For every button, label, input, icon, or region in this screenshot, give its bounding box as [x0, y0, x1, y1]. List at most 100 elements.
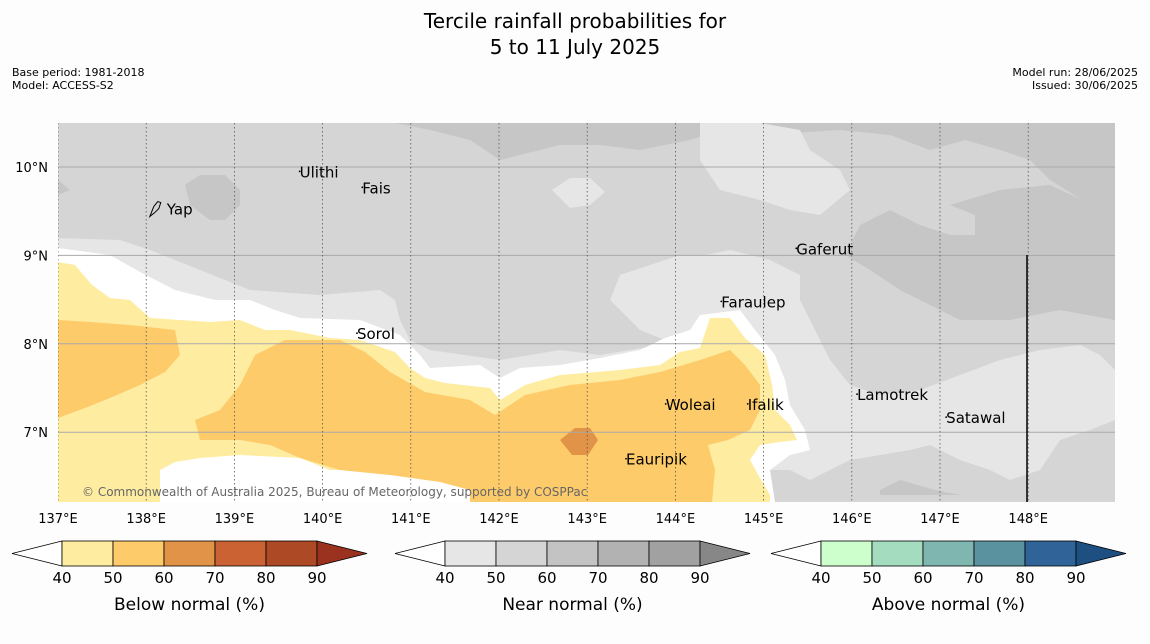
place-label-ifalik: Ifalik	[748, 396, 784, 414]
colorbar-extend-low	[770, 540, 822, 567]
lat-tick-label: 8°N	[24, 338, 49, 353]
colorbar-segment	[973, 540, 1026, 567]
run-info: Model run: 28/06/2025 Issued: 30/06/2025	[1012, 66, 1138, 92]
colorbar-tick-label: 70	[588, 569, 607, 587]
near-normal-40-region	[58, 238, 660, 395]
colorbar-tick-label: 60	[154, 569, 173, 587]
base-info: Base period: 1981-2018 Model: ACCESS-S2	[12, 66, 144, 92]
colorbar-segment	[265, 540, 318, 567]
colorbar-tick-label: 40	[435, 569, 454, 587]
place-label-fais: Fais	[362, 179, 391, 197]
model-name: Model: ACCESS-S2	[12, 79, 114, 92]
place-label-faraulep: Faraulep	[721, 293, 785, 311]
near-normal-40-region	[610, 250, 1115, 480]
lon-tick-label: 139°E	[215, 512, 255, 527]
latitude-ticks: 10°N 9°N 8°N 7°N	[15, 161, 48, 441]
near-normal-60-region	[845, 185, 1115, 320]
lon-tick-label: 147°E	[920, 512, 960, 527]
lon-tick-label: 138°E	[126, 512, 166, 527]
island-dot	[720, 300, 723, 303]
model-run: Model run: 28/06/2025	[1012, 66, 1138, 79]
colorbar-segment	[163, 540, 216, 567]
island-outlines	[148, 170, 948, 460]
colorbar-tick-label: 90	[1066, 569, 1085, 587]
lon-tick-label: 144°E	[656, 512, 696, 527]
colorbar-segment	[112, 540, 165, 567]
colorbar-tick-label: 40	[811, 569, 830, 587]
colorbar-title: Below normal (%)	[114, 595, 265, 615]
island-dot	[746, 403, 749, 405]
colorbar-tick-label: 70	[205, 569, 224, 587]
lon-tick-label: 145°E	[744, 512, 784, 527]
lon-tick-label: 141°E	[391, 512, 431, 527]
colorbar-below: 40 50 60 70 80 90 Below normal (%)	[11, 540, 368, 615]
island-dot	[795, 247, 798, 250]
colorbar-extend-high	[1075, 540, 1127, 567]
colorbar-segment	[1024, 540, 1077, 567]
colorbar-tick-label: 90	[307, 569, 326, 587]
colorbar-tick-label: 40	[52, 569, 71, 587]
colorbar-tick-label: 60	[537, 569, 556, 587]
colorbar-tick-label: 60	[913, 569, 932, 587]
lon-tick-label: 142°E	[479, 512, 519, 527]
island-dot	[356, 332, 358, 335]
island-dot	[361, 186, 364, 189]
lon-tick-label: 146°E	[832, 512, 872, 527]
colorbar-segment	[871, 540, 924, 567]
island-dot	[298, 170, 301, 173]
colorbar-segment	[597, 540, 650, 567]
colorbar-title: Above normal (%)	[872, 595, 1025, 615]
lon-tick-label: 148°E	[1008, 512, 1048, 527]
near-normal-60-region	[58, 180, 70, 195]
place-labels: Ulithi Fais Yap Gaferut Faraulep Sorol Lamotre…	[166, 163, 1006, 468]
near-normal-60-region	[185, 175, 240, 220]
map-gridlines	[58, 123, 1115, 502]
island-dot	[945, 416, 948, 419]
colorbar-extend-high	[316, 540, 368, 567]
island-dot	[664, 403, 667, 405]
island-dot	[856, 393, 858, 396]
colorbar-segment	[495, 540, 548, 567]
probability-field: © Commonwealth of Australia 2025, Bureau…	[58, 123, 1115, 502]
colorbar-segment	[820, 540, 873, 567]
title-line-2: 5 to 11 July 2025	[489, 35, 661, 59]
lon-tick-label: 137°E	[38, 512, 78, 527]
colorbar-title: Near normal (%)	[502, 595, 642, 615]
place-label-ulithi: Ulithi	[300, 163, 339, 181]
lat-tick-label: 10°N	[15, 161, 48, 176]
colorbar-tick-label: 50	[486, 569, 505, 587]
colorbar-tick-label: 80	[1015, 569, 1034, 587]
lon-tick-label: 140°E	[303, 512, 343, 527]
base-period: Base period: 1981-2018	[12, 66, 145, 79]
lat-tick-label: 9°N	[24, 249, 49, 264]
colorbar-segment	[214, 540, 267, 567]
place-label-woleai: Woleai	[666, 396, 716, 414]
island-dot	[625, 457, 627, 460]
colorbar-extend-high	[699, 540, 751, 567]
near-normal-60-region	[395, 123, 1115, 215]
place-label-gaferut: Gaferut	[796, 240, 853, 258]
place-label-eauripik: Eauripik	[626, 451, 687, 469]
place-label-sorol: Sorol	[357, 325, 395, 343]
colorbar-extend-low	[394, 540, 446, 567]
near-normal-40-region	[700, 123, 850, 215]
colorbar-tick-label: 50	[862, 569, 881, 587]
colorbar-segment	[546, 540, 599, 567]
colorbar-near: 40 50 60 70 80 90 Near normal (%)	[394, 540, 751, 615]
near-normal-40-region	[552, 178, 605, 208]
colorbar-segment	[61, 540, 114, 567]
lat-tick-label: 7°N	[24, 426, 49, 441]
yap-coastline	[148, 200, 162, 219]
colorbar-tick-label: 70	[964, 569, 983, 587]
copyright-notice: © Commonwealth of Australia 2025, Bureau…	[82, 485, 587, 499]
colorbar-segment	[444, 540, 497, 567]
colorbar-segment	[922, 540, 975, 567]
colorbar-tick-label: 50	[103, 569, 122, 587]
colorbar-segment	[648, 540, 701, 567]
colorbar-legends: 40 50 60 70 80 90 Below normal (%) 40 50 60 70 80 90…	[11, 540, 1127, 615]
colorbar-tick-label: 80	[256, 569, 275, 587]
place-label-satawal: Satawal	[946, 409, 1005, 427]
colorbar-extend-low	[11, 540, 63, 567]
issued-date: Issued: 30/06/2025	[1031, 79, 1138, 92]
